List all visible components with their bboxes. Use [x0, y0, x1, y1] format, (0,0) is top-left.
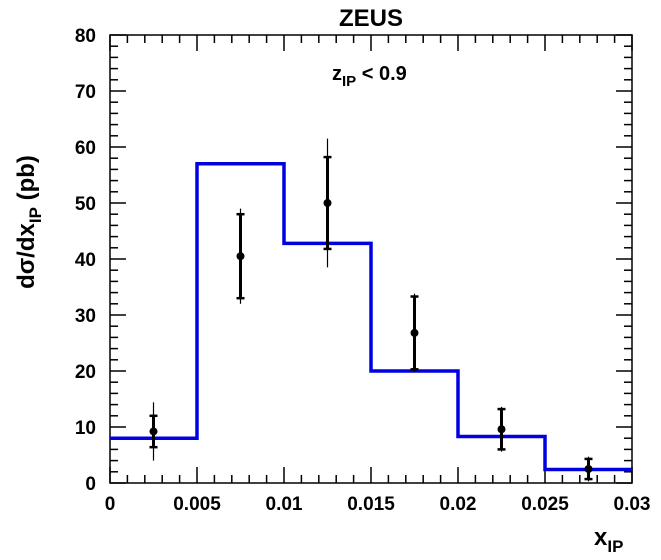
y-tick-label: 60 [75, 138, 96, 159]
data-point [236, 252, 245, 261]
y-tick-label: 10 [75, 418, 96, 439]
x-tick-label: 0.03 [614, 494, 651, 515]
x-tick-label: 0.005 [173, 494, 221, 515]
annotation: zIP < 0.9 [332, 63, 407, 90]
x-tick-label: 0.025 [521, 494, 569, 515]
y-tick-label: 80 [75, 26, 96, 47]
y-tick-label: 30 [75, 306, 96, 327]
x-axis-label: xIP [594, 524, 623, 556]
y-tick-label: 50 [75, 194, 96, 215]
x-tick-label: 0 [105, 494, 116, 515]
data-point [149, 427, 158, 436]
histogram-line [110, 162, 632, 472]
y-tick-label: 0 [85, 474, 96, 495]
x-tick-label: 0.02 [440, 494, 477, 515]
y-axis-label: dσ/dxIP (pb) [13, 155, 45, 289]
data-point [497, 425, 506, 434]
chart-title: ZEUS [339, 5, 403, 32]
y-tick-label: 20 [75, 362, 96, 383]
y-tick-label: 70 [75, 82, 96, 103]
x-tick-label: 0.01 [266, 494, 303, 515]
y-tick-label: 40 [75, 250, 96, 271]
data-point [584, 465, 593, 473]
x-tick-label: 0.015 [347, 494, 395, 515]
data-point [410, 328, 419, 337]
data-point [323, 199, 332, 207]
